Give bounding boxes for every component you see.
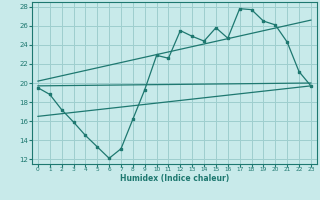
X-axis label: Humidex (Indice chaleur): Humidex (Indice chaleur) [120,174,229,183]
